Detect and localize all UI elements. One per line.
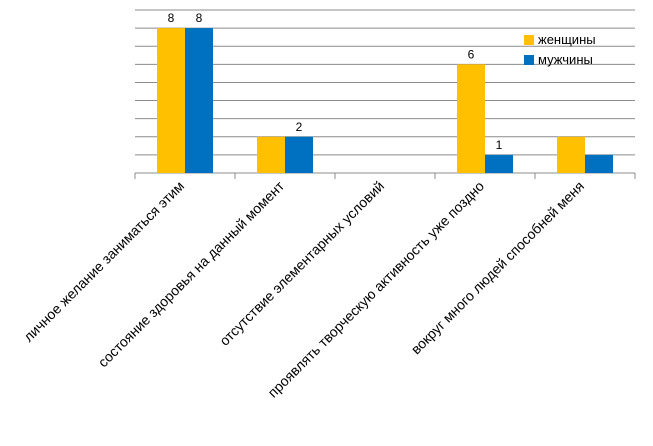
x-tick-label: вокруг много людей способней меня: [408, 178, 587, 357]
data-label: 1: [496, 138, 503, 152]
legend-label: мужчины: [538, 52, 593, 67]
bar: [257, 136, 285, 173]
bar: [485, 154, 513, 173]
x-tick-label: проявлять творческую активность уже позд…: [264, 178, 487, 401]
x-tick-label: личное желание заниматься этим: [20, 178, 187, 345]
bar: [557, 136, 585, 173]
data-label: 8: [196, 11, 203, 25]
data-label: 6: [468, 47, 475, 61]
x-tick-label: состояние здоровья на данный момент: [95, 177, 288, 370]
data-label: 2: [296, 120, 303, 134]
legend-swatch: [524, 35, 534, 45]
bar: [457, 64, 485, 173]
bar: [157, 28, 185, 173]
data-label: 8: [168, 11, 175, 25]
legend-label: женщины: [538, 32, 596, 47]
bar: [285, 136, 313, 173]
bar: [585, 154, 613, 173]
bar: [185, 28, 213, 173]
legend-swatch: [524, 55, 534, 65]
x-tick-label: отсутствие элементарных условий: [216, 178, 387, 349]
